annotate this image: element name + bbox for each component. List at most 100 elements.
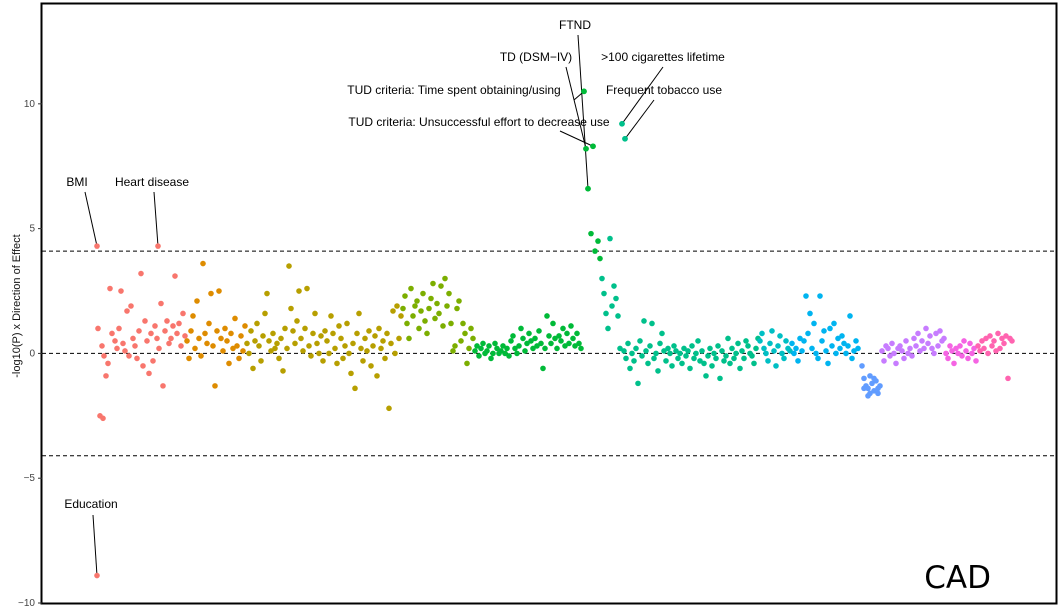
y-axis-label: -log10(P) x Direction of Effect (11, 234, 23, 378)
y-axis-ticks: −10 −5 0 5 10 (18, 99, 42, 609)
data-point (917, 348, 923, 354)
data-point (504, 345, 510, 352)
data-point (454, 305, 460, 312)
data-point (296, 288, 302, 294)
data-point (568, 323, 574, 329)
data-point (967, 340, 973, 347)
data-point (663, 358, 669, 364)
data-point (775, 343, 781, 349)
data-point (941, 335, 947, 342)
threshold-lines (42, 250, 1056, 457)
data-point (148, 330, 154, 337)
data-point (364, 348, 370, 354)
data-point (258, 358, 264, 364)
data-point (723, 353, 729, 359)
annotation-label: TUD criteria: Unsuccessful effort to dec… (348, 115, 610, 129)
data-point (480, 340, 486, 347)
data-point (592, 248, 598, 254)
annotated-point (590, 143, 596, 150)
data-point (514, 350, 520, 357)
data-point (599, 275, 605, 282)
data-point (152, 323, 158, 329)
data-point (340, 355, 346, 362)
data-point (338, 335, 344, 342)
data-point (875, 390, 881, 397)
data-point (865, 393, 871, 399)
data-point (597, 255, 603, 262)
data-point (605, 325, 611, 332)
data-point (595, 238, 601, 244)
data-point (396, 335, 402, 342)
data-point (813, 350, 819, 357)
data-point (576, 340, 582, 347)
data-point (607, 235, 613, 242)
data-point (933, 330, 939, 337)
data-point (418, 308, 424, 314)
data-point (178, 343, 184, 349)
data-point (316, 350, 322, 357)
data-point (510, 333, 516, 339)
data-point (116, 325, 122, 332)
data-point (659, 330, 665, 337)
data-point (234, 343, 240, 349)
data-point (252, 338, 258, 344)
data-point (450, 348, 456, 354)
data-point (366, 328, 372, 334)
data-point (731, 355, 737, 362)
data-point (781, 355, 787, 362)
data-point (122, 348, 128, 354)
data-point (745, 343, 751, 349)
data-point (166, 340, 172, 347)
data-point (907, 345, 913, 352)
data-point (951, 360, 957, 367)
data-point (560, 325, 566, 332)
data-point (959, 353, 965, 359)
data-point (328, 313, 334, 319)
data-point (294, 318, 300, 324)
data-point (709, 363, 715, 369)
data-point (693, 350, 699, 357)
annotation-leader (84, 191, 98, 247)
data-point (771, 348, 777, 354)
data-point (186, 355, 192, 362)
data-point (530, 345, 536, 352)
data-point (224, 338, 230, 344)
data-point (276, 355, 282, 362)
data-point (386, 405, 392, 412)
data-point (204, 340, 210, 347)
data-point (348, 370, 354, 377)
data-point (556, 333, 562, 339)
data-point (394, 303, 400, 309)
data-point (973, 358, 979, 364)
data-point (300, 348, 306, 354)
data-point (588, 230, 594, 237)
data-point (975, 343, 981, 349)
data-point (370, 343, 376, 349)
data-point (468, 325, 474, 332)
data-point (1001, 340, 1007, 347)
data-point (935, 343, 941, 349)
data-point (979, 338, 985, 344)
data-point (502, 350, 508, 357)
data-point (350, 340, 356, 347)
data-point (957, 343, 963, 349)
data-point (352, 385, 358, 392)
data-point (286, 263, 292, 269)
data-point (743, 338, 749, 344)
data-point (749, 353, 755, 359)
data-point (621, 348, 627, 354)
data-point (711, 350, 717, 357)
data-point (434, 300, 440, 307)
data-point (795, 358, 801, 364)
data-point (246, 350, 252, 357)
data-point (244, 340, 250, 347)
data-point (452, 343, 458, 349)
data-point (508, 338, 514, 344)
data-point (765, 358, 771, 364)
data-point (695, 338, 701, 344)
data-point (162, 328, 168, 334)
data-point (146, 370, 152, 377)
data-point (566, 340, 572, 347)
data-point (466, 345, 472, 352)
data-point (103, 373, 109, 379)
